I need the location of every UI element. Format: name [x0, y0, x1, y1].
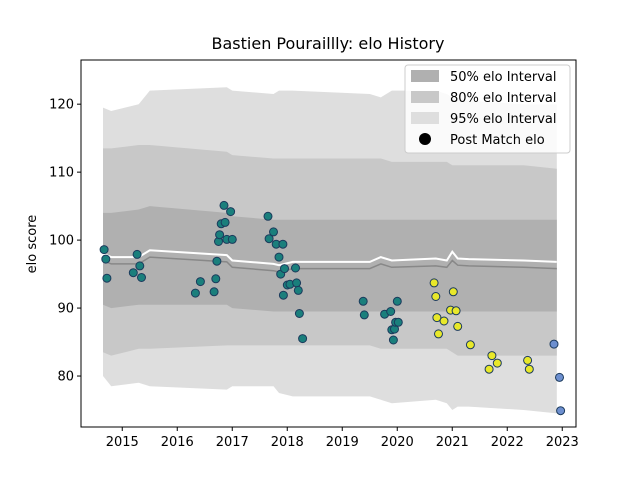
post-match-point-teal	[195, 277, 205, 287]
post-match-point-teal	[99, 245, 109, 255]
plot-area	[99, 87, 566, 416]
post-match-point-teal	[102, 273, 112, 283]
post-match-point-teal	[278, 239, 288, 249]
y-tick-label: 90	[57, 302, 74, 317]
y-axis-label: elo score	[25, 215, 40, 274]
post-match-point-yellow	[439, 316, 449, 326]
post-match-point-yellow	[434, 329, 443, 339]
legend-swatch-80	[411, 91, 439, 103]
post-match-point-teal	[211, 274, 221, 284]
legend-label-95: 95% elo Interval	[450, 112, 557, 127]
legend-box	[404, 64, 571, 154]
post-match-point-yellow	[484, 364, 494, 374]
post-match-point-teal	[264, 234, 274, 244]
post-match-point-yellow	[429, 278, 439, 288]
mean-elo-line	[102, 256, 557, 273]
x-tick-label: 2016	[161, 435, 194, 450]
post-match-point-teal	[280, 264, 289, 274]
post-match-point-yellow	[451, 306, 461, 316]
post-match-point-teal	[263, 211, 273, 221]
x-tick-label: 2022	[491, 435, 524, 450]
x-tick-label: 2015	[106, 435, 139, 450]
post-match-point-teal	[128, 268, 138, 278]
x-tick-label: 2019	[326, 435, 359, 450]
upper-elo-line	[102, 249, 557, 267]
x-tick-label: 2017	[216, 435, 249, 450]
post-match-point-teal	[137, 273, 146, 282]
post-match-point-blue	[555, 372, 564, 382]
post-match-point-teal	[292, 278, 302, 288]
post-match-point-blue	[556, 406, 566, 416]
post-match-point-teal	[293, 285, 303, 295]
legend: 50% elo Interval 80% elo Interval 95% el…	[404, 64, 571, 154]
post-match-point-teal	[101, 254, 111, 264]
post-match-point-teal	[220, 217, 230, 227]
post-match-point-teal	[278, 290, 288, 300]
post-match-point-teal	[393, 317, 403, 327]
legend-swatch-95	[411, 112, 439, 124]
x-tick-label: 2020	[381, 435, 414, 450]
post-match-point-blue	[549, 339, 559, 349]
post-match-point-yellow	[448, 287, 458, 297]
post-match-point-teal	[298, 334, 308, 344]
post-match-point-teal	[190, 288, 200, 298]
y-tick-label: 120	[49, 98, 74, 113]
legend-label-post-match: Post Match elo	[450, 133, 545, 148]
chart-title: Bastien Pouraillly: elo History	[212, 34, 445, 53]
post-match-point-yellow	[524, 364, 534, 374]
axis-ticks: 2015 2016 2017 2018 2019 2020 2021 2022 2023 80 90…	[49, 98, 579, 450]
post-match-point-yellow	[465, 340, 475, 350]
post-match-point-teal	[358, 296, 368, 306]
post-match-point-teal	[226, 207, 236, 217]
post-match-point-yellow	[487, 351, 497, 361]
post-match-point-teal	[209, 287, 219, 297]
legend-swatch-50	[411, 70, 439, 82]
legend-label-50: 50% elo Interval	[450, 70, 557, 85]
post-match-point-teal	[392, 296, 402, 306]
post-match-point-teal	[291, 263, 300, 273]
post-match-point-yellow	[523, 355, 533, 365]
post-match-point-teal	[388, 335, 398, 345]
post-match-point-yellow	[431, 292, 441, 301]
y-tick-label: 110	[49, 166, 74, 181]
post-match-point-teal	[219, 200, 229, 210]
post-match-point-teal	[294, 309, 304, 318]
x-tick-label: 2021	[436, 435, 469, 450]
plot-frame	[80, 59, 577, 428]
post-match-point-yellow	[432, 313, 442, 323]
x-tick-label: 2023	[546, 435, 579, 450]
post-match-point-teal	[212, 256, 222, 266]
legend-marker-post-match	[419, 133, 431, 145]
x-tick-label: 2018	[271, 435, 304, 450]
post-match-point-teal	[132, 249, 142, 259]
post-match-point-teal	[135, 261, 145, 271]
post-match-point-teal	[274, 252, 284, 262]
post-match-point-teal	[269, 227, 278, 237]
post-match-point-yellow	[492, 358, 502, 368]
post-match-point-teal	[359, 310, 369, 320]
post-match-point-teal	[215, 230, 225, 240]
post-match-point-teal	[386, 307, 396, 316]
y-tick-label: 80	[57, 370, 74, 385]
post-match-point-yellow	[453, 321, 463, 331]
legend-label-80: 80% elo Interval	[450, 91, 557, 106]
post-match-point-teal	[227, 234, 237, 244]
y-tick-label: 100	[49, 234, 74, 249]
